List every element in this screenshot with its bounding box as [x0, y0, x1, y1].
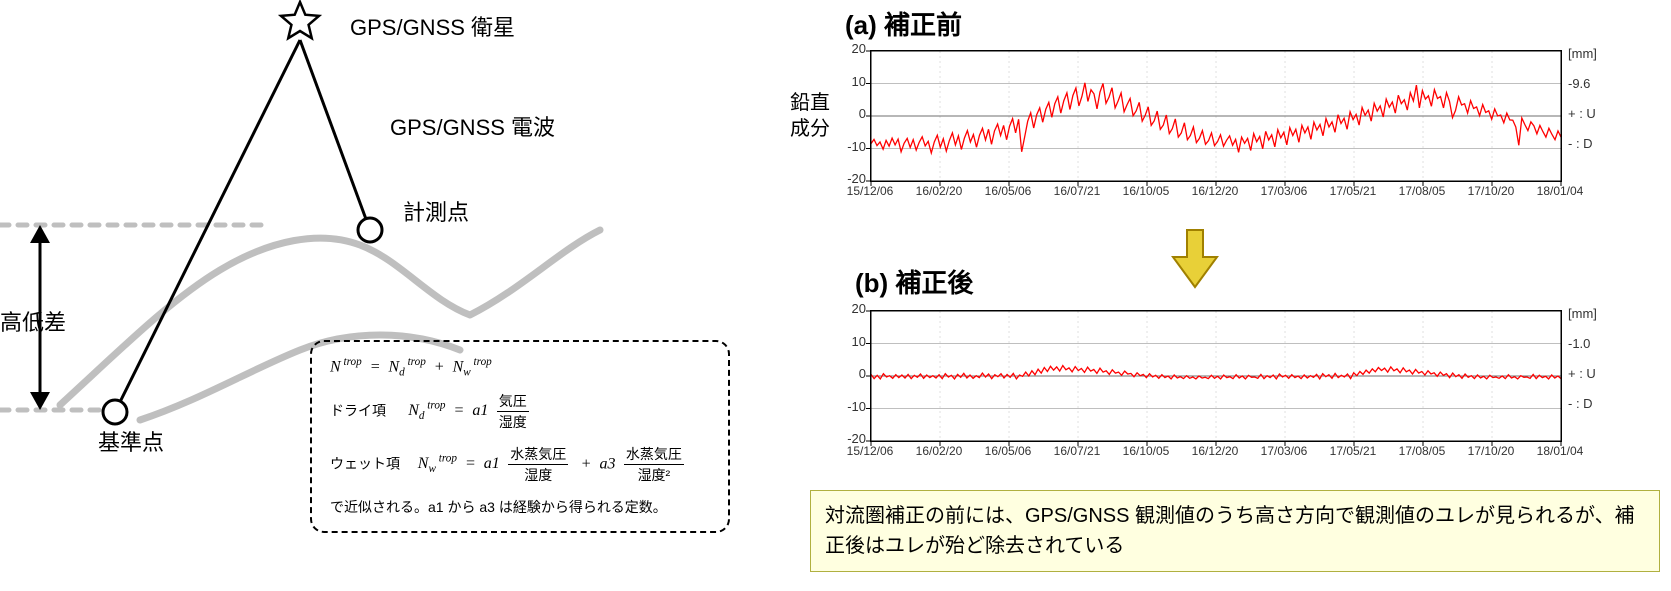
chart-b [870, 310, 1562, 442]
right-axis-label: -9.6 [1568, 76, 1590, 91]
xtick-label: 17/03/06 [1256, 444, 1312, 458]
xtick-label: 15/12/06 [842, 184, 898, 198]
ytick-label: 20 [832, 301, 866, 316]
eq-total: N trop = Nd trop + Nw trop [330, 356, 710, 379]
ytick-label: 20 [832, 41, 866, 56]
xtick-label: 17/10/20 [1463, 184, 1519, 198]
right-axis-label: -1.0 [1568, 336, 1590, 351]
frac-humidity: 湿度 [497, 412, 529, 432]
xtick-label: 17/08/05 [1394, 444, 1450, 458]
ytick-label: -10 [832, 399, 866, 414]
xtick-label: 16/05/06 [980, 444, 1036, 458]
height-diff-label: 高低差 [0, 305, 66, 337]
wave-label: GPS/GNSS 電波 [390, 110, 555, 142]
xtick-label: 17/10/20 [1463, 444, 1519, 458]
ref-point-label: 基準点 [98, 425, 164, 457]
down-arrow-icon [1165, 225, 1225, 295]
ylabel-a: 鉛直 成分 [790, 90, 830, 142]
xtick-label: 16/12/20 [1187, 184, 1243, 198]
right-axis-label: [mm] [1568, 46, 1597, 61]
formula-box: N trop = Nd trop + Nw trop ドライ項 Nd trop … [310, 340, 730, 533]
ytick-label: 10 [832, 334, 866, 349]
frac-pressure: 気圧 [497, 391, 529, 412]
xtick-label: 16/07/21 [1049, 444, 1105, 458]
xtick-label: 16/10/05 [1118, 444, 1174, 458]
xtick-label: 15/12/06 [842, 444, 898, 458]
frac-humidity2: 湿度 [508, 465, 568, 485]
xtick-label: 18/01/04 [1532, 444, 1588, 458]
right-axis-label: + : U [1568, 106, 1596, 121]
chart-a-title: (a) 補正前 [845, 5, 962, 42]
xtick-label: 17/08/05 [1394, 184, 1450, 198]
xtick-label: 16/02/20 [911, 444, 967, 458]
right-axis-label: + : U [1568, 366, 1596, 381]
eq-wet-row: ウェット項 Nw trop = a1 水蒸気圧湿度 + a3 水蒸気圧湿度² [330, 444, 710, 485]
formula-tail: で近似される。a1 から a3 は経験から得られる定数。 [330, 497, 710, 517]
ytick-label: 10 [832, 74, 866, 89]
xtick-label: 16/05/06 [980, 184, 1036, 198]
frac-humidity-sq: 湿度² [624, 465, 684, 485]
wet-label: ウェット項 [330, 455, 400, 471]
dry-label: ドライ項 [330, 402, 386, 418]
xtick-label: 17/05/21 [1325, 184, 1381, 198]
eq-dry-row: ドライ項 Nd trop = a1 気圧湿度 [330, 391, 710, 432]
ytick-label: 0 [832, 106, 866, 121]
right-axis-label: - : D [1568, 136, 1593, 151]
right-axis-label: [mm] [1568, 306, 1597, 321]
note-box: 対流圏補正の前には、GPS/GNSS 観測値のうち高さ方向で観測値のユレが見られ… [810, 490, 1660, 572]
ytick-label: 0 [832, 366, 866, 381]
xtick-label: 17/03/06 [1256, 184, 1312, 198]
frac-vapor1: 水蒸気圧 [508, 444, 568, 465]
xtick-label: 18/01/04 [1532, 184, 1588, 198]
chart-a [870, 50, 1562, 182]
xtick-label: 16/07/21 [1049, 184, 1105, 198]
xtick-label: 16/10/05 [1118, 184, 1174, 198]
xtick-label: 16/12/20 [1187, 444, 1243, 458]
xtick-label: 17/05/21 [1325, 444, 1381, 458]
xtick-label: 16/02/20 [911, 184, 967, 198]
frac-vapor2: 水蒸気圧 [624, 444, 684, 465]
ytick-label: -10 [832, 139, 866, 154]
chart-b-title: (b) 補正後 [855, 263, 973, 300]
measure-point-label: 計測点 [403, 195, 469, 227]
satellite-label: GPS/GNSS 衛星 [350, 10, 515, 42]
right-axis-label: - : D [1568, 396, 1593, 411]
